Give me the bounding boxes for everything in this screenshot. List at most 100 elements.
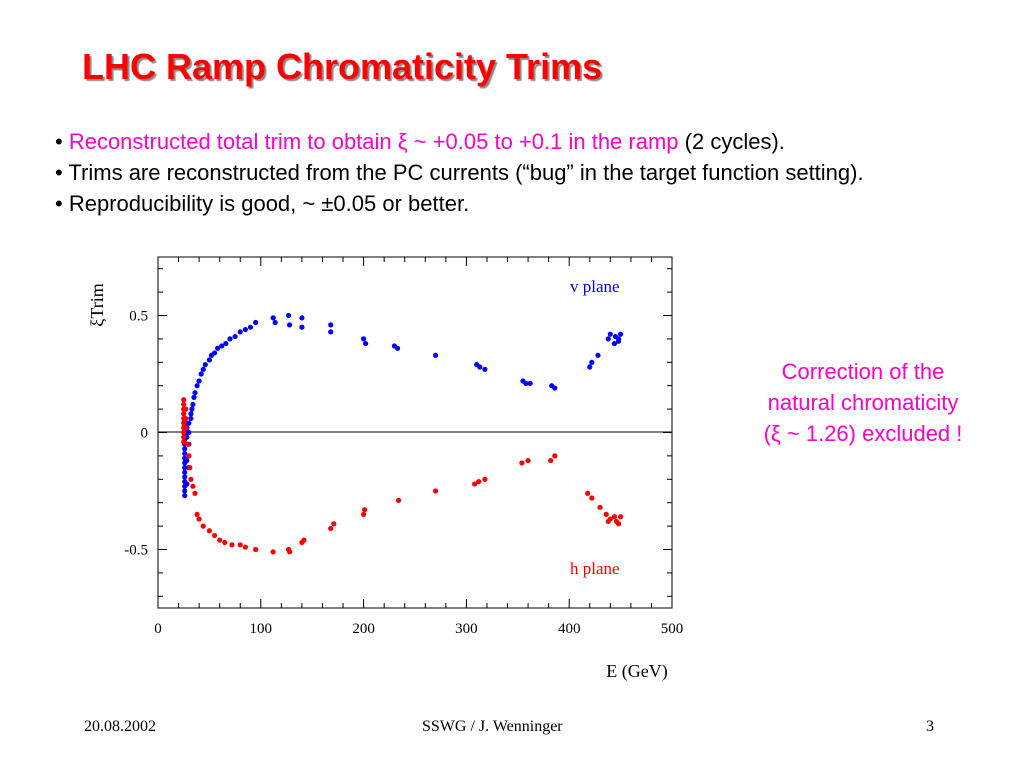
footer-page-number: 3 bbox=[926, 718, 934, 735]
bullet-1-highlight: Reconstructed total trim to obtain ξ ~ +… bbox=[68, 129, 679, 154]
h-plane-point bbox=[181, 439, 187, 445]
v-plane-point bbox=[363, 340, 369, 347]
v-plane-point bbox=[223, 340, 229, 347]
data-points bbox=[181, 312, 624, 555]
h-plane-point bbox=[183, 425, 189, 431]
y-tick-label: -0.5 bbox=[124, 543, 148, 559]
h-plane-point bbox=[229, 542, 235, 548]
v-plane-point bbox=[328, 329, 334, 335]
h-plane-point bbox=[181, 401, 187, 408]
x-axis-label: E (GeV) bbox=[606, 661, 667, 682]
x-tick-label: 300 bbox=[455, 621, 478, 637]
h-plane-point bbox=[395, 497, 402, 503]
slide-title: LHC Ramp Chromaticity Trims bbox=[82, 46, 603, 87]
bullet-3: • Reproducibility is good, ~ ±0.05 or be… bbox=[55, 188, 864, 219]
h-plane-point bbox=[525, 457, 531, 464]
v-plane-point bbox=[253, 319, 259, 326]
h-plane-point bbox=[597, 504, 603, 510]
v-plane-point bbox=[587, 364, 593, 370]
v-plane-point bbox=[611, 340, 618, 347]
h-plane-point bbox=[482, 476, 488, 482]
x-tick-label: 400 bbox=[558, 621, 581, 637]
h-plane-point bbox=[362, 507, 368, 513]
h-plane-point bbox=[206, 528, 212, 534]
bullet-3-marker: • bbox=[55, 191, 63, 216]
v-plane-point bbox=[182, 493, 188, 499]
h-plane-point bbox=[187, 465, 193, 471]
legend-h-plane: h plane bbox=[570, 559, 620, 578]
h-plane-point bbox=[331, 521, 337, 527]
bullet-3-text: Reproducibility is good, ~ ±0.05 or bett… bbox=[68, 191, 470, 216]
h-plane-point bbox=[181, 420, 187, 426]
h-plane-point bbox=[611, 514, 618, 520]
h-plane-point bbox=[181, 429, 187, 436]
x-tick-label: 100 bbox=[250, 621, 273, 637]
h-plane-point bbox=[185, 441, 191, 447]
v-plane-point bbox=[211, 350, 218, 356]
v-plane-point bbox=[182, 465, 188, 471]
h-plane-point bbox=[222, 539, 228, 546]
v-plane-point bbox=[523, 380, 529, 386]
v-plane-point bbox=[182, 446, 188, 452]
v-plane-point bbox=[242, 326, 248, 333]
h-plane-point bbox=[200, 523, 206, 529]
v-plane-point bbox=[605, 336, 611, 342]
footer-author: SSWG / J. Wenninger bbox=[422, 718, 563, 735]
h-plane-point bbox=[192, 490, 198, 496]
h-plane-point bbox=[196, 516, 202, 522]
h-plane-point bbox=[270, 549, 276, 555]
h-plane-point bbox=[605, 518, 611, 525]
h-plane-point bbox=[472, 481, 478, 487]
v-plane-point bbox=[182, 488, 188, 494]
v-plane-point bbox=[299, 324, 305, 330]
h-plane-point bbox=[585, 490, 591, 496]
v-plane-point bbox=[432, 352, 439, 358]
legend-v-plane: v plane bbox=[570, 277, 620, 296]
v-plane-point bbox=[227, 336, 233, 342]
h-plane-point bbox=[186, 453, 192, 459]
bullet-1: • Reconstructed total trim to obtain ξ ~… bbox=[55, 126, 864, 157]
h-plane-point bbox=[253, 546, 259, 553]
h-plane-point bbox=[183, 406, 189, 412]
v-plane-point bbox=[196, 378, 202, 384]
bullet-1-rest: (2 cycles). bbox=[678, 129, 785, 154]
h-plane-point bbox=[603, 511, 609, 517]
v-plane-point bbox=[270, 315, 276, 321]
v-plane-point bbox=[595, 352, 601, 358]
v-plane-point bbox=[237, 329, 243, 335]
v-plane-point bbox=[200, 366, 206, 372]
h-plane-point bbox=[286, 549, 293, 555]
h-plane-point bbox=[476, 479, 482, 485]
y-tick-label: 0.5 bbox=[129, 309, 148, 325]
v-plane-point bbox=[272, 319, 278, 326]
h-plane-point bbox=[552, 453, 558, 459]
v-plane-point bbox=[482, 366, 488, 372]
h-plane-point bbox=[328, 525, 334, 532]
note-line-2: natural chromaticity bbox=[767, 390, 959, 415]
v-plane-point bbox=[299, 315, 305, 321]
h-plane-point bbox=[519, 460, 525, 466]
v-plane-point bbox=[194, 383, 200, 389]
v-plane-point bbox=[188, 415, 194, 422]
v-plane-point bbox=[232, 333, 238, 340]
v-plane-point bbox=[182, 450, 188, 457]
v-plane-point bbox=[552, 385, 558, 391]
y-tick-label: 0 bbox=[141, 426, 149, 442]
v-plane-point bbox=[527, 380, 533, 386]
v-plane-point bbox=[198, 371, 204, 377]
h-plane-point bbox=[242, 544, 248, 550]
h-plane-point bbox=[548, 457, 554, 464]
v-plane-point bbox=[247, 324, 254, 330]
bullet-2-text: Trims are reconstructed from the PC curr… bbox=[68, 160, 864, 185]
note-line-3: (ξ ~ 1.26) excluded ! bbox=[763, 421, 963, 446]
v-plane-point bbox=[286, 322, 293, 328]
note-box: Correction of the natural chromaticity (… bbox=[728, 356, 998, 449]
v-plane-point bbox=[182, 469, 188, 475]
note-line-1: Correction of the bbox=[781, 359, 945, 384]
v-plane-point bbox=[191, 394, 197, 400]
v-plane-point bbox=[190, 401, 196, 408]
y-axis-label: ξTrim bbox=[87, 283, 107, 326]
v-plane-point bbox=[186, 429, 192, 436]
h-plane-point bbox=[181, 397, 187, 403]
